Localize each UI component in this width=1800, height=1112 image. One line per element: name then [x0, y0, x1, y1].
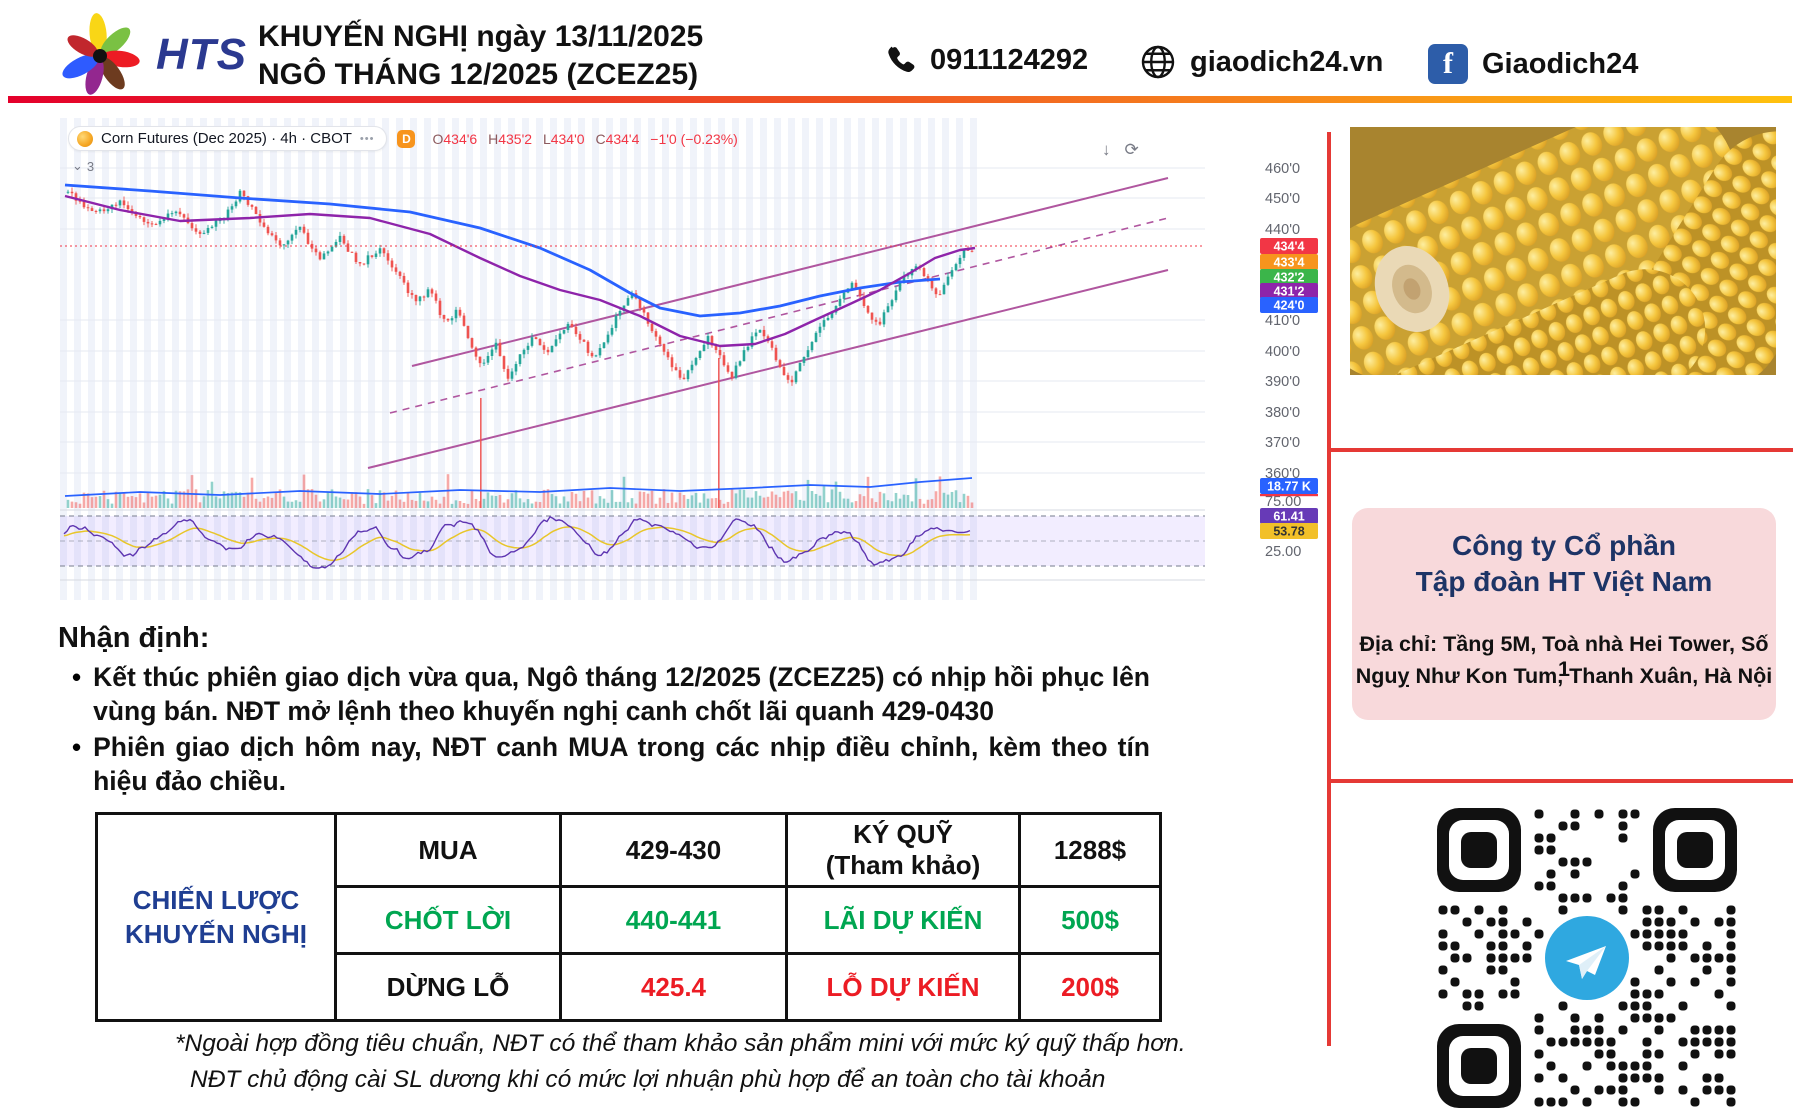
- corn-photo: [1350, 127, 1776, 375]
- cell-takeprofit-value: 440-441: [559, 885, 788, 955]
- svg-text:450'0: 450'0: [1265, 191, 1300, 207]
- sidebar-divider-2: [1327, 779, 1793, 783]
- company-address-line2: Nguỵ Như Kon Tum, Thanh Xuân, Hà Nội: [1355, 664, 1773, 688]
- phone-contact[interactable]: 0911124292: [884, 44, 1088, 77]
- bullet-text-2: Phiên giao dịch hôm nay, NĐT canh MUA tr…: [93, 732, 1150, 796]
- strategy-header-cell: CHIẾN LƯỢC KHUYẾN NGHỊ: [95, 812, 337, 1022]
- company-name-line2: Tập đoàn HT Việt Nam: [1415, 566, 1713, 597]
- tradingview-chart[interactable]: 460'0 450'0 440'0 410'0 400'0 390'0 380'0 370'0…: [60, 118, 1332, 600]
- svg-text:424'0: 424'0: [1274, 299, 1305, 313]
- company-name-line1: Công ty Cổ phần: [1452, 530, 1676, 561]
- bullet-item: • Phiên giao dịch hôm nay, NĐT canh MUA …: [72, 730, 1150, 798]
- svg-text:390'0: 390'0: [1265, 374, 1300, 390]
- svg-text:18.77 K: 18.77 K: [1267, 480, 1311, 494]
- phone-icon: [888, 46, 915, 72]
- indicator-count: 3: [86, 158, 95, 174]
- refresh-icon[interactable]: [1125, 140, 1139, 160]
- analysis-bullets: • Kết thúc phiên giao dịch vừa qua, Ngô …: [72, 660, 1150, 800]
- analysis-heading: Nhận định:: [58, 622, 210, 654]
- facebook-contact[interactable]: f Giaodich24: [1428, 44, 1638, 84]
- title-line-2: NGÔ THÁNG 12/2025 (ZCEZ25): [258, 58, 699, 91]
- bullet-icon: •: [72, 732, 82, 762]
- candlestick-plot: 460'0 450'0 440'0 410'0 400'0 390'0 380'0 370'0…: [60, 118, 1332, 600]
- sidebar-divider-vertical: [1327, 132, 1331, 1046]
- company-card: Công ty Cổ phần Tập đoàn HT Việt Nam Địa…: [1352, 508, 1776, 720]
- chevron-down-icon: [72, 158, 83, 174]
- chart-toolbar: [1102, 140, 1139, 160]
- corn-symbol-icon: [77, 130, 93, 147]
- logo-wordmark: HTS: [156, 30, 247, 79]
- svg-text:75.00: 75.00: [1265, 494, 1301, 510]
- cell-stoploss-label: DỪNG LỖ: [334, 952, 562, 1022]
- svg-text:431'2: 431'2: [1274, 285, 1305, 299]
- cell-loss-value: 200$: [1018, 952, 1162, 1022]
- indicator-toggle[interactable]: 3: [72, 158, 94, 174]
- svg-text:53.78: 53.78: [1273, 525, 1304, 539]
- chart-legend: Corn Futures (Dec 2025) · 4h · CBOT D O4…: [68, 126, 738, 151]
- cell-stoploss-value: 425.4: [559, 952, 788, 1022]
- ohlc-readout: O434'6 H435'2 L434'0 C434'4 −1'0 (−0.23%…: [432, 130, 738, 147]
- footnote-1: *Ngoài hợp đồng tiêu chuẩn, NĐT có thể t…: [175, 1030, 1186, 1057]
- telegram-qr-code: [1437, 808, 1737, 1108]
- hts-logo-icon: [62, 13, 140, 95]
- cell-takeprofit-label: CHỐT LỜI: [334, 885, 562, 955]
- phone-number: 0911124292: [930, 44, 1089, 76]
- svg-text:25.00: 25.00: [1265, 544, 1301, 560]
- svg-text:400'0: 400'0: [1265, 344, 1300, 360]
- cell-entry-value: 429-430: [559, 812, 788, 888]
- cell-profit-value: 500$: [1018, 885, 1162, 955]
- bullet-item: • Kết thúc phiên giao dịch vừa qua, Ngô …: [72, 660, 1150, 728]
- svg-text:434'4: 434'4: [1274, 240, 1305, 254]
- footnote-2: NĐT chủ động cài SL dương khi có mức lợi…: [190, 1066, 1106, 1093]
- bullet-text-1: Kết thúc phiên giao dịch vừa qua, Ngô th…: [93, 662, 1150, 726]
- svg-text:432'2: 432'2: [1274, 271, 1305, 285]
- website-contact[interactable]: giaodich24.vn: [1140, 44, 1383, 80]
- facebook-name: Giaodich24: [1482, 47, 1639, 80]
- globe-icon: [1141, 45, 1175, 79]
- chart-symbol-title: Corn Futures (Dec 2025) · 4h · CBOT: [101, 130, 352, 147]
- cell-entry-label: MUA: [334, 812, 562, 888]
- svg-text:440'0: 440'0: [1265, 222, 1300, 238]
- svg-text:433'4: 433'4: [1274, 256, 1305, 270]
- website-url: giaodich24.vn: [1190, 45, 1384, 78]
- svg-text:61.41: 61.41: [1273, 510, 1304, 524]
- download-icon[interactable]: [1102, 140, 1111, 160]
- cell-margin-value: 1288$: [1018, 812, 1162, 888]
- company-address-line1: Địa chỉ: Tầng 5M, Toà nhà Hei Tower, Số …: [1359, 632, 1769, 681]
- sidebar-divider-1: [1327, 448, 1793, 452]
- svg-text:380'0: 380'0: [1265, 405, 1300, 421]
- facebook-icon: f: [1428, 44, 1468, 84]
- timeframe-badge[interactable]: D: [397, 129, 416, 148]
- document-title: KHUYẾN NGHỊ ngày 13/11/2025 NGÔ THÁNG 12…: [258, 18, 703, 94]
- chart-symbol-pill[interactable]: Corn Futures (Dec 2025) · 4h · CBOT: [68, 126, 388, 151]
- cell-profit-label: LÃI DỰ KIẾN: [785, 885, 1021, 955]
- title-line-1: KHUYẾN NGHỊ ngày 13/11/2025: [258, 20, 704, 53]
- bullet-icon: •: [72, 662, 82, 692]
- strategy-table: CHIẾN LƯỢC KHUYẾN NGHỊ MUA 429-430 KÝ QU…: [95, 812, 1162, 1022]
- svg-text:410'0: 410'0: [1265, 313, 1300, 329]
- change-readout: −1'0 (−0.23%): [650, 130, 738, 147]
- cell-margin-label: KÝ QUỸ (Tham khảo): [785, 812, 1021, 888]
- hts-logo: HTS: [60, 12, 247, 98]
- cell-loss-label: LỖ DỰ KIẾN: [785, 952, 1021, 1022]
- header-divider: [8, 96, 1792, 103]
- svg-text:370'0: 370'0: [1265, 435, 1300, 451]
- svg-text:460'0: 460'0: [1265, 161, 1300, 177]
- more-options-icon[interactable]: [360, 133, 375, 145]
